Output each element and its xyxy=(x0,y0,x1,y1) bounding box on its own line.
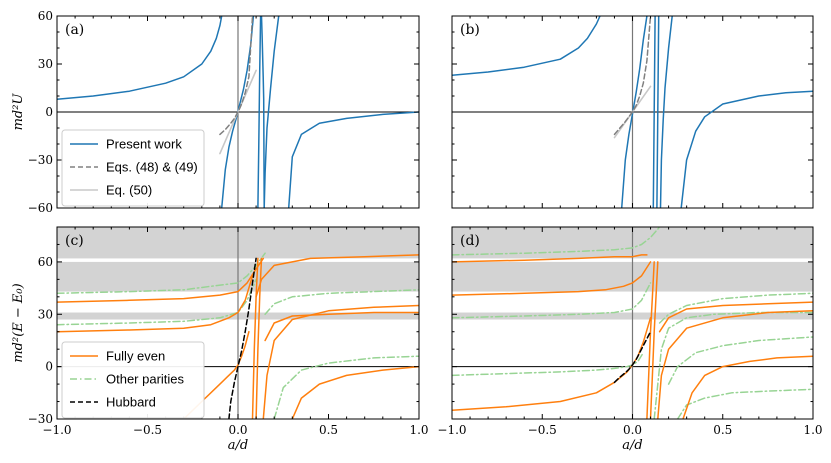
series-line-present-work xyxy=(680,90,813,208)
x-tick-label: 0.0 xyxy=(228,423,247,437)
series-line-fully-even xyxy=(255,257,263,419)
y-tick-label: −60 xyxy=(28,201,53,215)
legend-label: Eqs. (48) & (49) xyxy=(106,160,198,175)
y-tick-label: 0 xyxy=(45,360,53,374)
x-tick-label: 0.5 xyxy=(713,423,732,437)
series-line-present-work xyxy=(57,16,223,100)
panel-c: −1.0 −0.5 0.0 0.5 1.0 −30 0 30 60 (c) a/d md²(E − E… xyxy=(11,226,429,453)
y-axis-label: md²(E − E₀) xyxy=(11,283,26,362)
legend-box xyxy=(61,129,205,207)
panel-label: (a) xyxy=(65,22,84,38)
legend-label: Present work xyxy=(106,137,182,152)
series-line-present-work xyxy=(656,16,660,208)
y-tick-label: 30 xyxy=(38,57,53,71)
series-line-fully-even xyxy=(658,301,813,333)
series-line-fully-even xyxy=(251,257,259,419)
legend-box xyxy=(61,341,205,419)
series-line-fully-even xyxy=(262,304,419,419)
panel-label: (d) xyxy=(460,233,480,249)
x-axis-label: a/d xyxy=(228,438,248,453)
panel-b: (b) xyxy=(451,15,814,209)
series-line-other-parities xyxy=(667,336,813,385)
x-tick-label: −0.5 xyxy=(133,423,162,437)
legend-label: Fully even xyxy=(106,349,165,364)
series-line-eqs-48-49 xyxy=(219,16,254,136)
series-line-present-work xyxy=(452,16,601,76)
series-line-fully-even xyxy=(646,261,655,419)
series-line-fully-even xyxy=(452,317,652,412)
x-tick-label: 1.0 xyxy=(409,423,428,437)
legend-label: Hubbard xyxy=(106,395,156,410)
series-line-other-parities xyxy=(676,388,813,419)
y-tick-label: −30 xyxy=(28,153,53,167)
series-line-eqs-48-49 xyxy=(613,16,652,136)
series-line-present-work xyxy=(260,16,265,208)
legend-label: Other parities xyxy=(106,372,185,387)
y-tick-label: 60 xyxy=(38,9,53,23)
series-line-present-work xyxy=(287,111,419,208)
series-line-hubbard xyxy=(613,330,652,384)
series-line-other-parities xyxy=(452,351,645,377)
series-line-present-work xyxy=(659,16,673,208)
panel-d: −1.0 −0.5 0.0 0.5 1.0 (d) a/d xyxy=(437,226,823,453)
plot-area xyxy=(452,227,813,419)
panel-a: −60 −30 0 30 60 (a) md²U Present work Eqs. (48) … xyxy=(11,9,420,215)
plot-area xyxy=(452,16,813,208)
series-line-fully-even xyxy=(657,310,813,419)
x-tick-label: 1.0 xyxy=(803,423,822,437)
y-axis-label: md²U xyxy=(11,93,26,131)
series-line-other-parities xyxy=(57,278,257,326)
series-line-present-work xyxy=(652,16,656,208)
series-line-fully-even xyxy=(649,261,659,419)
series-line-fully-even xyxy=(57,257,265,303)
series-line-fully-even xyxy=(291,365,419,419)
y-tick-label: −30 xyxy=(28,412,53,426)
x-tick-label: −1.0 xyxy=(437,423,466,437)
series-line-fully-even xyxy=(57,275,254,333)
panel-label: (c) xyxy=(65,233,84,249)
series-line-fully-even xyxy=(452,254,648,263)
panel-label: (b) xyxy=(460,22,480,38)
series-line-other-parities xyxy=(653,311,813,419)
x-tick-label: −1.0 xyxy=(42,423,71,437)
y-tick-label: 30 xyxy=(38,307,53,321)
series-line-fully-even xyxy=(264,311,419,342)
legend-label: Eq. (50) xyxy=(106,183,152,198)
series-line-present-work xyxy=(257,16,262,208)
x-axis-label: a/d xyxy=(622,438,642,453)
plot-area xyxy=(57,16,419,208)
series-line-other-parities xyxy=(452,227,661,256)
x-tick-label: 0.0 xyxy=(623,423,642,437)
plot-area xyxy=(57,227,419,419)
x-tick-label: −0.5 xyxy=(528,423,557,437)
series-line-fully-even xyxy=(182,330,250,419)
x-tick-label: 0.5 xyxy=(319,423,338,437)
series-line-present-work xyxy=(263,16,280,208)
y-tick-label: 60 xyxy=(38,255,53,269)
series-line-other-parities xyxy=(658,292,813,324)
y-tick-label: 0 xyxy=(45,105,53,119)
series-line-present-work xyxy=(620,16,648,208)
series-line-hubbard xyxy=(228,257,257,419)
series-line-other-parities xyxy=(452,282,652,319)
series-line-fully-even xyxy=(682,355,813,419)
series-line-other-parities xyxy=(264,289,419,316)
series-line-fully-even xyxy=(255,254,419,298)
series-line-other-parities xyxy=(273,355,419,419)
series-line-fully-even xyxy=(452,261,652,296)
